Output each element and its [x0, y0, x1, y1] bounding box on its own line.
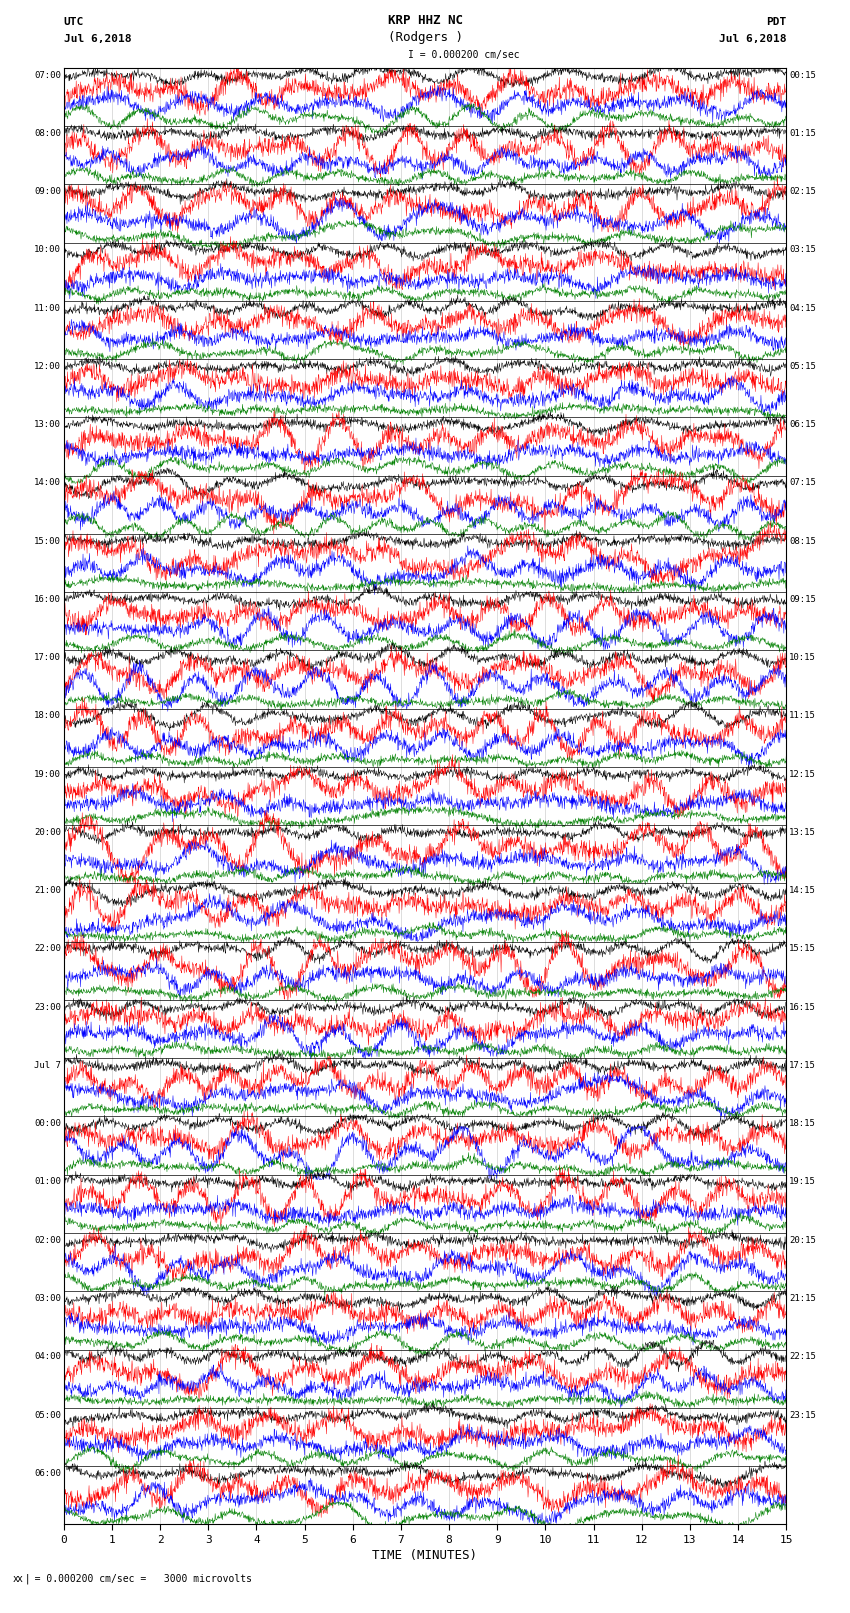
- Text: PDT: PDT: [766, 18, 786, 27]
- Text: I = 0.000200 cm/sec: I = 0.000200 cm/sec: [408, 50, 519, 60]
- Text: KRP HHZ NC: KRP HHZ NC: [388, 15, 462, 27]
- X-axis label: TIME (MINUTES): TIME (MINUTES): [372, 1548, 478, 1561]
- Text: (Rodgers ): (Rodgers ): [388, 31, 462, 44]
- Text: x  = 0.000200 cm/sec =   3000 microvolts: x = 0.000200 cm/sec = 3000 microvolts: [17, 1574, 252, 1584]
- Text: UTC: UTC: [64, 18, 84, 27]
- Text: Jul 6,2018: Jul 6,2018: [64, 34, 131, 44]
- Text: Jul 6,2018: Jul 6,2018: [719, 34, 786, 44]
- Text: x |: x |: [13, 1573, 31, 1584]
